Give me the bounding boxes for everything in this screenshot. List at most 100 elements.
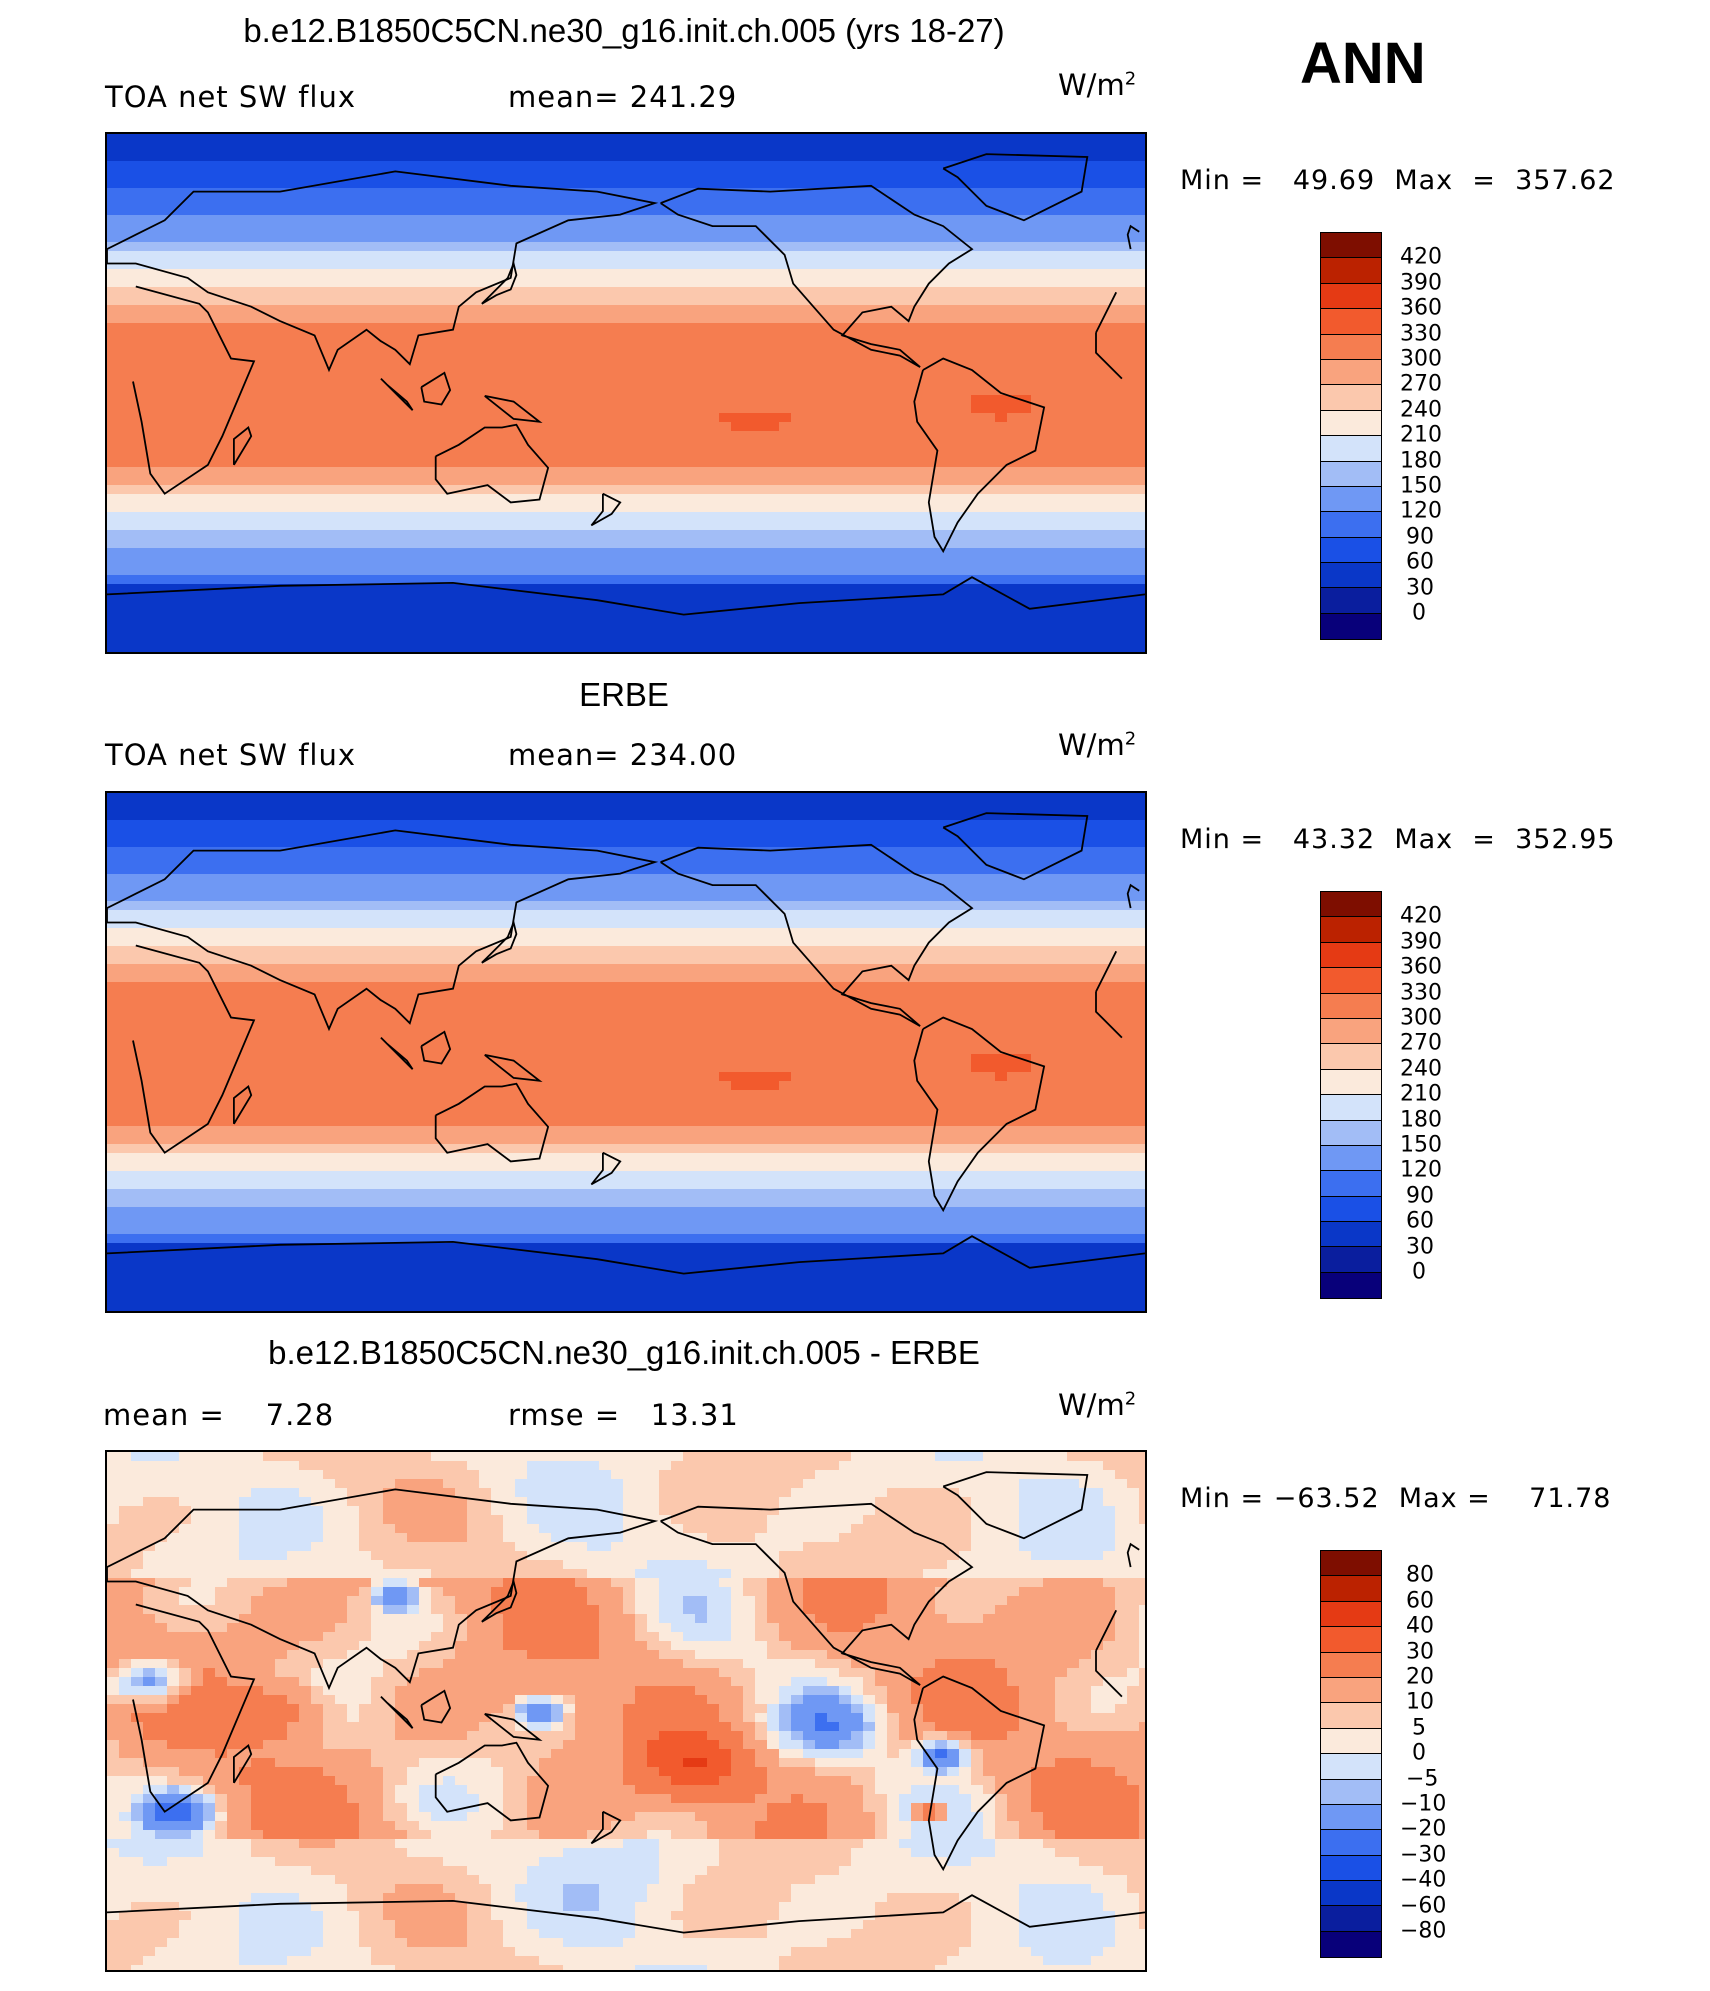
field-cell xyxy=(947,440,960,450)
field-cell xyxy=(491,593,504,603)
panel-1-variable-label: TOA net SW flux xyxy=(105,80,357,114)
field-cell xyxy=(635,431,648,441)
field-cell xyxy=(719,296,732,306)
field-cell xyxy=(959,323,972,333)
field-cell xyxy=(371,152,384,162)
field-cell xyxy=(323,512,336,522)
field-cell xyxy=(431,593,444,603)
field-cell xyxy=(719,197,732,207)
field-cell xyxy=(659,161,672,171)
field-cell xyxy=(563,278,576,288)
field-cell xyxy=(875,197,888,207)
field-cell xyxy=(587,566,600,576)
field-cell xyxy=(467,566,480,576)
field-cell xyxy=(239,350,252,360)
field-cell xyxy=(515,548,528,558)
field-cell xyxy=(335,593,348,603)
field-cell xyxy=(371,584,384,594)
field-cell xyxy=(935,134,948,144)
field-cell xyxy=(479,530,492,540)
field-cell xyxy=(851,521,864,531)
field-cell xyxy=(1007,413,1020,423)
field-cell xyxy=(203,170,216,180)
field-cell xyxy=(671,467,684,477)
field-cell xyxy=(839,467,852,477)
field-cell xyxy=(827,341,840,351)
field-cell xyxy=(563,440,576,450)
field-cell xyxy=(839,224,852,234)
field-cell xyxy=(935,512,948,522)
field-cell xyxy=(287,350,300,360)
field-cell xyxy=(395,548,408,558)
field-cell xyxy=(707,260,720,270)
field-cell xyxy=(1115,530,1128,540)
field-cell xyxy=(647,413,660,423)
field-cell xyxy=(311,530,324,540)
field-cell xyxy=(515,584,528,594)
field-cell xyxy=(551,152,564,162)
field-cell xyxy=(551,638,564,648)
field-cell xyxy=(335,260,348,270)
field-cell xyxy=(611,431,624,441)
field-cell xyxy=(983,143,996,153)
field-cell xyxy=(611,143,624,153)
field-cell xyxy=(995,143,1008,153)
field-cell xyxy=(419,251,432,261)
field-cell xyxy=(1043,332,1056,342)
field-cell xyxy=(251,494,264,504)
field-cell xyxy=(731,233,744,243)
field-cell xyxy=(815,134,828,144)
field-cell xyxy=(347,161,360,171)
field-cell xyxy=(1019,575,1032,585)
field-cell xyxy=(995,233,1008,243)
field-cell xyxy=(659,494,672,504)
field-cell xyxy=(575,323,588,333)
field-cell xyxy=(671,233,684,243)
field-cell xyxy=(803,449,816,459)
field-cell xyxy=(719,242,732,252)
field-cell xyxy=(335,359,348,369)
field-cell xyxy=(215,278,228,288)
field-cell xyxy=(335,440,348,450)
field-cell xyxy=(863,350,876,360)
field-cell xyxy=(911,134,924,144)
field-cell xyxy=(275,566,288,576)
field-cell xyxy=(599,269,612,279)
field-cell xyxy=(563,629,576,639)
field-cell xyxy=(503,287,516,297)
field-cell xyxy=(791,269,804,279)
field-cell xyxy=(779,143,792,153)
field-cell xyxy=(335,242,348,252)
field-cell xyxy=(1079,593,1092,603)
field-cell xyxy=(755,521,768,531)
field-cell xyxy=(143,602,156,612)
field-cell xyxy=(671,449,684,459)
field-cell xyxy=(479,377,492,387)
field-cell xyxy=(911,341,924,351)
field-cell xyxy=(131,539,144,549)
field-cell xyxy=(611,386,624,396)
field-cell xyxy=(851,332,864,342)
field-cell xyxy=(839,440,852,450)
field-cell xyxy=(1043,341,1056,351)
field-cell xyxy=(407,467,420,477)
field-cell xyxy=(791,260,804,270)
field-cell xyxy=(491,251,504,261)
field-cell xyxy=(479,512,492,522)
field-cell xyxy=(251,278,264,288)
field-cell xyxy=(1103,638,1116,648)
field-cell xyxy=(1055,233,1068,243)
field-cell xyxy=(935,269,948,279)
field-cell xyxy=(527,143,540,153)
field-cell xyxy=(503,134,516,144)
field-cell xyxy=(635,593,648,603)
field-cell xyxy=(1139,170,1145,180)
field-cell xyxy=(767,197,780,207)
field-cell xyxy=(431,458,444,468)
field-cell xyxy=(947,602,960,612)
field-cell xyxy=(155,260,168,270)
field-cell xyxy=(695,332,708,342)
field-cell xyxy=(899,413,912,423)
field-cell xyxy=(935,602,948,612)
field-cell xyxy=(551,314,564,324)
